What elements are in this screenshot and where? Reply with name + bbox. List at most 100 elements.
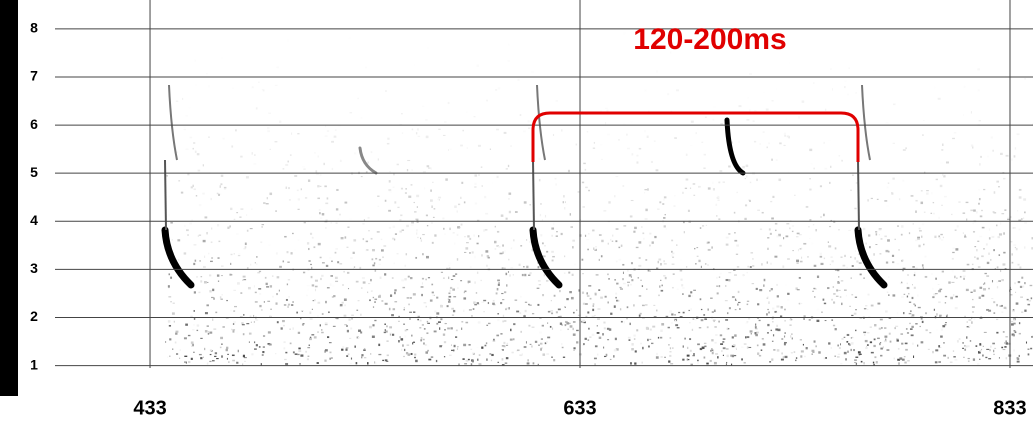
noise-dot <box>783 132 787 135</box>
noise-dot <box>476 346 479 348</box>
noise-dot <box>609 358 612 361</box>
noise-dot <box>605 353 608 357</box>
noise-dot <box>427 47 430 49</box>
noise-dot <box>177 239 181 242</box>
noise-dot <box>847 93 849 96</box>
noise-dot <box>745 175 748 178</box>
noise-dot <box>581 258 584 261</box>
noise-dot <box>321 262 325 264</box>
noise-dot <box>233 218 236 220</box>
noise-dot <box>449 286 453 289</box>
noise-dot <box>780 358 784 361</box>
noise-dot <box>360 287 363 289</box>
noise-dot <box>529 304 532 306</box>
noise-dot <box>884 199 888 202</box>
noise-dot <box>170 301 172 303</box>
noise-dot <box>1014 246 1016 249</box>
noise-dot <box>853 312 857 315</box>
noise-dot <box>737 301 741 304</box>
noise-dot <box>476 271 479 274</box>
noise-dot <box>374 361 376 364</box>
noise-dot <box>594 363 596 366</box>
noise-dot <box>1002 263 1006 266</box>
noise-dot <box>421 277 425 280</box>
noise-dot <box>636 154 639 157</box>
noise-dot <box>721 129 724 131</box>
noise-dot <box>477 358 479 361</box>
noise-dot <box>870 259 872 262</box>
noise-dot <box>642 232 645 235</box>
noise-dot <box>902 270 904 272</box>
noise-dot <box>209 331 213 334</box>
noise-dot <box>232 330 235 333</box>
noise-dot <box>704 263 707 265</box>
noise-dot <box>563 272 566 274</box>
noise-dot <box>377 205 380 207</box>
noise-dot <box>804 355 806 358</box>
y-tick-label: 7 <box>30 68 38 84</box>
noise-dot <box>1005 336 1008 338</box>
noise-dot <box>888 332 891 335</box>
noise-dot <box>600 296 603 299</box>
noise-dot <box>241 322 244 325</box>
noise-dot <box>481 254 483 257</box>
noise-dot <box>932 350 934 354</box>
noise-dot <box>330 275 334 277</box>
noise-dot <box>816 308 820 311</box>
noise-dot <box>345 347 349 349</box>
noise-dot <box>175 100 179 102</box>
noise-dot <box>405 351 409 355</box>
noise-dot <box>256 256 258 258</box>
noise-dot <box>709 342 712 345</box>
noise-dot <box>510 328 512 332</box>
noise-dot <box>897 358 901 361</box>
noise-dot <box>527 359 529 362</box>
noise-dot <box>661 284 663 287</box>
noise-dot <box>846 266 848 268</box>
noise-dot <box>705 224 708 226</box>
noise-dot <box>883 340 887 343</box>
noise-dot <box>862 227 866 231</box>
noise-dot <box>615 348 619 351</box>
noise-dot <box>749 266 752 268</box>
noise-dot <box>657 336 659 339</box>
noise-dot <box>722 347 726 350</box>
noise-dot <box>653 140 656 143</box>
noise-dot <box>1018 354 1020 357</box>
noise-dot <box>676 89 679 92</box>
noise-dot <box>850 348 852 352</box>
noise-dot <box>193 142 196 144</box>
noise-dot <box>701 141 704 143</box>
noise-dot <box>498 282 500 284</box>
noise-dot <box>892 142 895 144</box>
noise-dot <box>750 333 752 335</box>
noise-dot <box>317 301 321 304</box>
noise-dot <box>720 343 724 345</box>
noise-dot <box>184 355 188 357</box>
noise-dot <box>761 263 763 266</box>
noise-dot <box>796 232 800 235</box>
noise-dot <box>189 222 193 225</box>
noise-dot <box>394 233 398 235</box>
noise-dot <box>357 300 360 302</box>
noise-dot <box>348 37 351 39</box>
noise-dot <box>933 308 936 311</box>
noise-dot <box>790 333 793 335</box>
noise-dot <box>386 340 389 342</box>
noise-dot <box>753 140 757 143</box>
noise-dot <box>422 233 425 236</box>
noise-dot <box>977 240 980 242</box>
noise-dot <box>908 312 912 315</box>
noise-dot <box>701 346 705 350</box>
noise-dot <box>401 113 403 115</box>
noise-dot <box>608 328 612 331</box>
noise-dot <box>319 173 322 177</box>
noise-dot <box>572 311 575 314</box>
noise-dot <box>394 301 398 303</box>
noise-dot <box>324 185 327 188</box>
noise-dot <box>860 360 863 363</box>
noise-dot <box>917 294 919 297</box>
noise-dot <box>423 328 426 330</box>
noise-dot <box>829 68 832 70</box>
